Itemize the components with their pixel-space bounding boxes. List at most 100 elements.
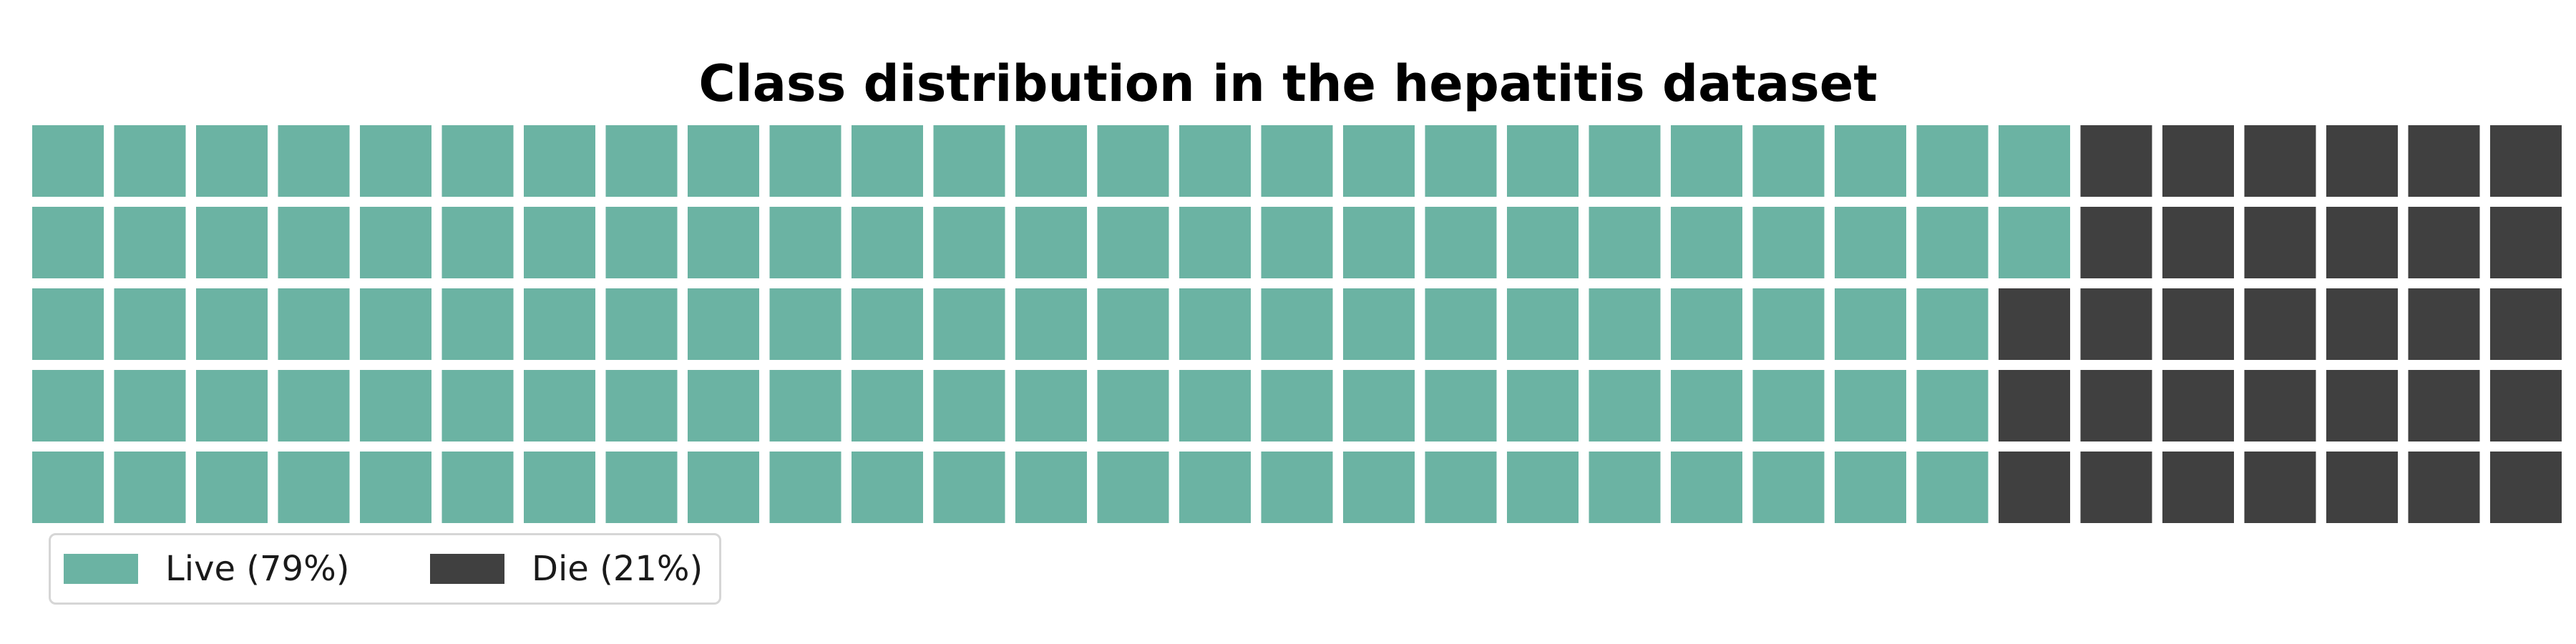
waffle-cell-die (2080, 452, 2152, 523)
legend: Live (79%) Die (21%) (49, 533, 721, 605)
waffle-cell-live (1835, 288, 1906, 360)
waffle-cell-live (1835, 452, 1906, 523)
waffle-cell-die (2408, 207, 2480, 278)
waffle-cell-die (1999, 452, 2070, 523)
waffle-cell-live (278, 452, 350, 523)
waffle-cell-live (688, 370, 759, 441)
waffle-cell-live (1015, 207, 1087, 278)
waffle-cell-live (769, 125, 841, 197)
waffle-cell-live (769, 207, 841, 278)
waffle-cell-live (605, 370, 678, 441)
waffle-cell-live (1425, 370, 1497, 441)
waffle-cell-live (278, 125, 350, 197)
waffle-cell-live (32, 370, 104, 441)
waffle-cell-live (1752, 452, 1825, 523)
waffle-cell-live (1671, 288, 1742, 360)
waffle-cell-live (605, 288, 678, 360)
waffle-cell-live (114, 452, 186, 523)
waffle-cell-live (605, 207, 678, 278)
waffle-cell-live (933, 125, 1005, 197)
waffle-cell-live (1589, 288, 1661, 360)
waffle-cell-live (1425, 452, 1497, 523)
waffle-cell-live (360, 288, 431, 360)
waffle-cell-live (1589, 207, 1661, 278)
waffle-cell-live (441, 370, 514, 441)
waffle-cell-live (196, 452, 268, 523)
waffle-cell-live (360, 125, 431, 197)
waffle-cell-live (1097, 452, 1169, 523)
waffle-cell-live (1835, 125, 1906, 197)
waffle-cell-live (196, 207, 268, 278)
waffle-cell-die (2080, 288, 2152, 360)
waffle-cell-live (1835, 370, 1906, 441)
waffle-cell-live (1261, 370, 1333, 441)
waffle-cell-die (2244, 207, 2316, 278)
waffle-cell-live (1179, 288, 1251, 360)
waffle-cell-live (32, 288, 104, 360)
waffle-cell-live (1589, 370, 1661, 441)
waffle-cell-live (688, 288, 759, 360)
waffle-cell-live (278, 207, 350, 278)
waffle-cell-live (1507, 370, 1579, 441)
waffle-cell-live (360, 370, 431, 441)
waffle-cell-live (114, 370, 186, 441)
waffle-cell-die (1999, 288, 2070, 360)
waffle-cell-live (605, 452, 678, 523)
waffle-cell-live (688, 452, 759, 523)
waffle-cell-die (2162, 125, 2234, 197)
waffle-cell-live (360, 207, 431, 278)
waffle-cell-live (1916, 207, 1989, 278)
chart-title: Class distribution in the hepatitis data… (698, 54, 1878, 113)
waffle-cell-live (441, 125, 514, 197)
waffle-cell-live (688, 207, 759, 278)
waffle-cell-live (1097, 370, 1169, 441)
waffle-cell-die (2326, 452, 2398, 523)
waffle-cell-live (114, 207, 186, 278)
waffle-cell-die (2162, 207, 2234, 278)
waffle-cell-live (1179, 452, 1251, 523)
waffle-cell-live (1015, 370, 1087, 441)
waffle-cell-live (852, 288, 923, 360)
waffle-cell-die (2162, 288, 2234, 360)
waffle-cell-live (1752, 370, 1825, 441)
waffle-cell-live (196, 370, 268, 441)
waffle-cell-live (769, 370, 841, 441)
waffle-cell-live (524, 125, 595, 197)
waffle-cell-live (1097, 125, 1169, 197)
waffle-cell-live (32, 452, 104, 523)
legend-swatch-live (64, 554, 138, 584)
waffle-cell-live (1343, 288, 1415, 360)
waffle-cell-live (769, 288, 841, 360)
waffle-cell-live (1916, 452, 1989, 523)
waffle-cell-die (2408, 125, 2480, 197)
waffle-cell-live (1589, 125, 1661, 197)
waffle-cell-live (605, 125, 678, 197)
waffle-cell-live (1752, 207, 1825, 278)
waffle-cell-live (1671, 125, 1742, 197)
waffle-cell-die (2326, 207, 2398, 278)
waffle-cell-live (1179, 125, 1251, 197)
waffle-cell-live (1179, 207, 1251, 278)
waffle-cell-live (524, 207, 595, 278)
waffle-cell-die (2244, 125, 2316, 197)
waffle-cell-die (2490, 452, 2562, 523)
waffle-cell-live (852, 207, 923, 278)
waffle-cell-live (1425, 125, 1497, 197)
waffle-cell-die (2080, 125, 2152, 197)
waffle-cell-live (1999, 207, 2070, 278)
legend-label-die: Die (21%) (532, 549, 703, 589)
waffle-cell-live (1343, 370, 1415, 441)
waffle-cell-live (852, 370, 923, 441)
waffle-cell-live (1835, 207, 1906, 278)
waffle-cell-die (2162, 370, 2234, 441)
waffle-cell-die (2244, 370, 2316, 441)
waffle-cell-live (524, 288, 595, 360)
waffle-cell-live (360, 452, 431, 523)
waffle-cell-live (278, 288, 350, 360)
waffle-cell-live (114, 125, 186, 197)
waffle-cell-live (196, 125, 268, 197)
legend-entry-die: Die (21%) (430, 535, 703, 602)
waffle-cell-die (2326, 370, 2398, 441)
legend-label-live: Live (79%) (165, 549, 350, 589)
